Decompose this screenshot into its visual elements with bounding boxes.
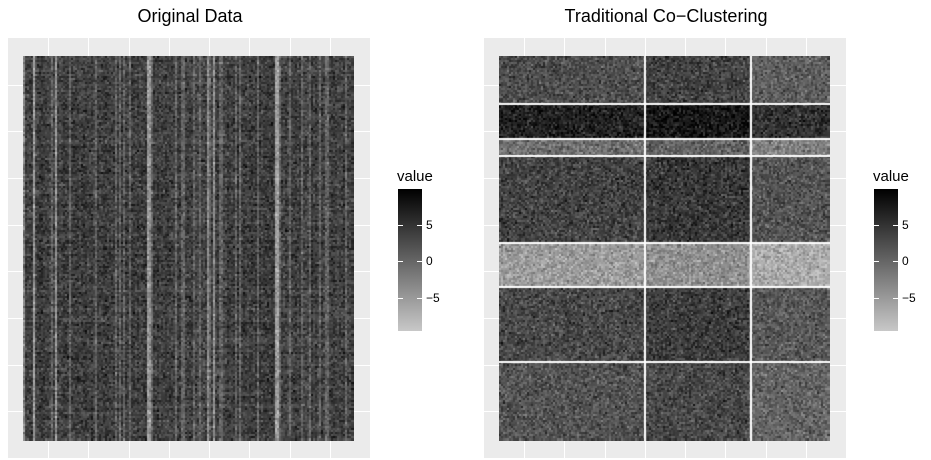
legend-tick-mark [893,225,898,226]
heatmap-cells [23,56,354,441]
legend-tick-mark [398,298,403,299]
legend-tick-label: 5 [426,218,433,232]
legend-tick-label: −5 [902,291,916,305]
legend-original: value 5 0 −5 [380,168,440,338]
legend-coclustering: value 5 0 −5 [856,168,916,338]
legend-tick-mark [398,261,403,262]
chart-title: Traditional Co−Clustering [564,6,768,26]
legend-tick-mark [874,261,879,262]
heatmap-panel-original: Original Data [0,0,380,460]
heatmap-panel-coclustering: Traditional Co−Clustering [476,0,856,460]
legend-tick-mark [417,225,422,226]
heatmap-cells [499,56,830,441]
legend-tick-mark [874,225,879,226]
legend-tick-mark [893,298,898,299]
legend-tick-mark [893,261,898,262]
legend-tick-mark [417,261,422,262]
legend-title: value [397,168,433,185]
legend-colorbar [398,189,422,331]
legend-tick-label: −5 [426,291,440,305]
legend-tick-label: 0 [902,254,909,268]
legend-tick-mark [874,298,879,299]
legend-tick-label: 0 [426,254,433,268]
legend-colorbar [874,189,898,331]
legend-title: value [873,168,909,185]
legend-tick-mark [398,225,403,226]
legend-tick-mark [417,298,422,299]
chart-title: Original Data [137,6,243,26]
legend-tick-label: 5 [902,218,909,232]
